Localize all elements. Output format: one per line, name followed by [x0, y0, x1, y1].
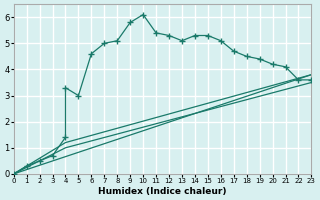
X-axis label: Humidex (Indice chaleur): Humidex (Indice chaleur)	[98, 187, 227, 196]
